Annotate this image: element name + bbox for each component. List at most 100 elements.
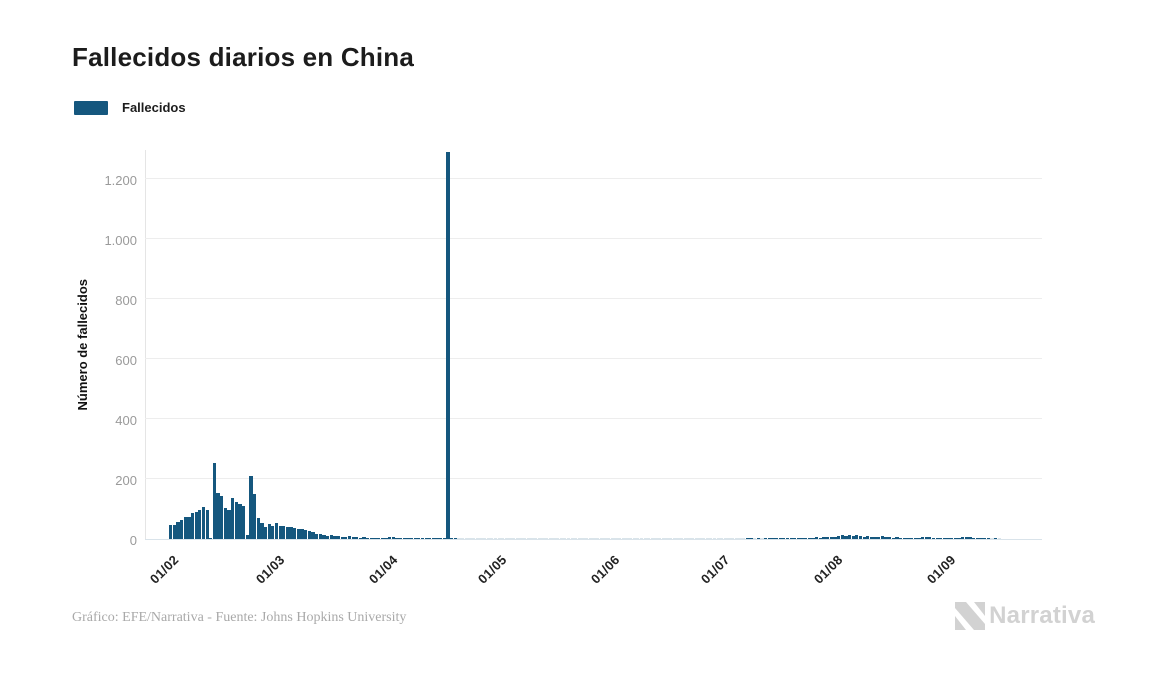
bar[interactable] bbox=[428, 538, 432, 539]
bar[interactable] bbox=[420, 538, 425, 539]
bar[interactable] bbox=[829, 536, 833, 539]
bar[interactable] bbox=[607, 538, 611, 539]
bar[interactable] bbox=[205, 509, 209, 539]
bar[interactable] bbox=[920, 536, 925, 539]
bar[interactable] bbox=[705, 538, 709, 539]
bar[interactable] bbox=[453, 538, 457, 539]
bar[interactable] bbox=[964, 536, 968, 539]
bar[interactable] bbox=[318, 533, 322, 539]
bar[interactable] bbox=[388, 536, 392, 539]
bar[interactable] bbox=[680, 538, 684, 539]
bar[interactable] bbox=[815, 537, 819, 539]
bar[interactable] bbox=[340, 536, 344, 539]
bar[interactable] bbox=[909, 537, 914, 539]
bar[interactable] bbox=[972, 537, 976, 539]
bar[interactable] bbox=[599, 538, 603, 539]
bar[interactable] bbox=[497, 538, 501, 539]
bar[interactable] bbox=[493, 538, 498, 539]
bar[interactable] bbox=[858, 536, 863, 539]
bar[interactable] bbox=[993, 538, 998, 539]
bar[interactable] bbox=[592, 538, 596, 539]
bar[interactable] bbox=[479, 538, 483, 539]
bar[interactable] bbox=[424, 538, 428, 539]
bar[interactable] bbox=[559, 538, 563, 539]
bar[interactable] bbox=[588, 538, 593, 539]
bar[interactable] bbox=[928, 536, 932, 539]
bar[interactable] bbox=[242, 506, 246, 539]
bar[interactable] bbox=[774, 538, 779, 539]
bar[interactable] bbox=[931, 537, 936, 539]
bar[interactable] bbox=[731, 538, 735, 539]
bar[interactable] bbox=[442, 538, 447, 539]
bar[interactable] bbox=[566, 538, 571, 539]
bar[interactable] bbox=[913, 538, 917, 539]
bar[interactable] bbox=[234, 502, 238, 539]
bar[interactable] bbox=[902, 538, 906, 539]
bar[interactable] bbox=[603, 538, 607, 539]
bar[interactable] bbox=[614, 538, 618, 539]
bar[interactable] bbox=[716, 538, 720, 539]
bar[interactable] bbox=[884, 536, 888, 539]
bar[interactable] bbox=[216, 492, 220, 539]
bar[interactable] bbox=[891, 537, 895, 539]
bar[interactable] bbox=[190, 513, 195, 539]
bar[interactable] bbox=[227, 509, 231, 539]
bar[interactable] bbox=[847, 535, 852, 539]
bar[interactable] bbox=[942, 538, 947, 539]
bar[interactable] bbox=[307, 530, 311, 539]
bar[interactable] bbox=[450, 538, 454, 539]
bar[interactable] bbox=[596, 538, 600, 539]
bar[interactable] bbox=[355, 537, 359, 539]
bar[interactable] bbox=[632, 538, 636, 539]
bar[interactable] bbox=[267, 524, 271, 539]
bar[interactable] bbox=[643, 538, 647, 539]
bar[interactable] bbox=[169, 525, 173, 539]
legend-item-fallecidos[interactable]: Fallecidos bbox=[74, 100, 186, 115]
bar[interactable] bbox=[880, 536, 885, 539]
bar[interactable] bbox=[512, 538, 516, 539]
bar[interactable] bbox=[249, 476, 253, 539]
bar[interactable] bbox=[398, 538, 403, 539]
bar[interactable] bbox=[555, 538, 560, 539]
bar[interactable] bbox=[687, 538, 691, 539]
bar[interactable] bbox=[544, 538, 549, 539]
bar[interactable] bbox=[526, 538, 530, 539]
bar[interactable] bbox=[172, 525, 176, 539]
bar[interactable] bbox=[935, 538, 939, 539]
bar[interactable] bbox=[413, 538, 417, 539]
bar[interactable] bbox=[300, 529, 304, 539]
bar[interactable] bbox=[628, 538, 633, 539]
bar[interactable] bbox=[395, 537, 399, 539]
bar[interactable] bbox=[435, 538, 439, 539]
bar[interactable] bbox=[212, 462, 217, 539]
bar[interactable] bbox=[661, 538, 666, 539]
bar[interactable] bbox=[439, 538, 443, 539]
bar[interactable] bbox=[344, 536, 348, 539]
bar[interactable] bbox=[877, 536, 881, 539]
bar[interactable] bbox=[274, 523, 279, 539]
bar[interactable] bbox=[358, 537, 363, 539]
bar[interactable] bbox=[471, 538, 476, 539]
bar[interactable] bbox=[475, 538, 479, 539]
bar[interactable] bbox=[836, 536, 841, 539]
bar[interactable] bbox=[669, 538, 673, 539]
bar[interactable] bbox=[417, 538, 421, 539]
bar[interactable] bbox=[238, 503, 242, 539]
bar[interactable] bbox=[179, 519, 184, 539]
bar[interactable] bbox=[304, 530, 308, 539]
bar[interactable] bbox=[223, 507, 228, 539]
bar[interactable] bbox=[384, 538, 388, 539]
bar[interactable] bbox=[639, 538, 644, 539]
bar[interactable] bbox=[665, 538, 669, 539]
bar[interactable] bbox=[278, 525, 282, 539]
bar[interactable] bbox=[957, 537, 961, 539]
bar[interactable] bbox=[347, 536, 352, 539]
bar[interactable] bbox=[231, 498, 235, 539]
bar[interactable] bbox=[683, 538, 687, 539]
bar[interactable] bbox=[727, 538, 731, 539]
bar[interactable] bbox=[738, 538, 742, 539]
bar[interactable] bbox=[457, 538, 461, 539]
bar[interactable] bbox=[409, 538, 414, 539]
bar[interactable] bbox=[975, 538, 979, 539]
bar[interactable] bbox=[585, 538, 589, 539]
